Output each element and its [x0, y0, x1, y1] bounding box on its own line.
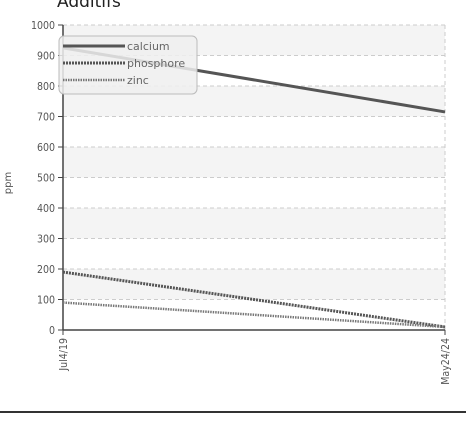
- y-tick-label: 500: [37, 173, 55, 185]
- y-tick-label: 400: [37, 203, 55, 215]
- y-axis-ticks: 0 100 200 300 400 500 600 700 800 900 1000: [31, 20, 63, 337]
- y-tick-label: 700: [37, 112, 55, 124]
- grid-band: [63, 208, 445, 239]
- legend-label-phosphore: phosphore: [127, 57, 185, 70]
- grid-band: [63, 147, 445, 178]
- y-tick-label: 100: [37, 295, 55, 307]
- y-tick-label: 1000: [31, 20, 55, 32]
- legend: calcium phosphore zinc: [58, 35, 198, 95]
- chart-title: Additifs: [57, 0, 121, 12]
- grid-bands: [63, 25, 445, 300]
- y-tick-label: 300: [37, 234, 55, 246]
- grid-band: [63, 269, 445, 300]
- y-axis-title: ppm: [3, 172, 14, 194]
- x-axis-ticks: Jul4/19 May24/24: [58, 330, 452, 385]
- x-tick-label: Jul4/19: [58, 338, 70, 372]
- y-tick-label: 0: [49, 325, 55, 337]
- y-tick-label: 600: [37, 142, 55, 154]
- series-line-phosphore: [62, 270, 446, 329]
- grid-lines: [62, 24, 446, 330]
- y-tick-label: 200: [37, 264, 55, 276]
- y-tick-label: 900: [37, 51, 55, 63]
- bottom-divider: [0, 411, 466, 413]
- series-line-zinc: [62, 301, 446, 329]
- y-tick-label: 800: [37, 81, 55, 93]
- legend-label-calcium: calcium: [127, 40, 170, 53]
- legend-label-zinc: zinc: [127, 74, 149, 87]
- x-tick-label: May24/24: [440, 338, 452, 385]
